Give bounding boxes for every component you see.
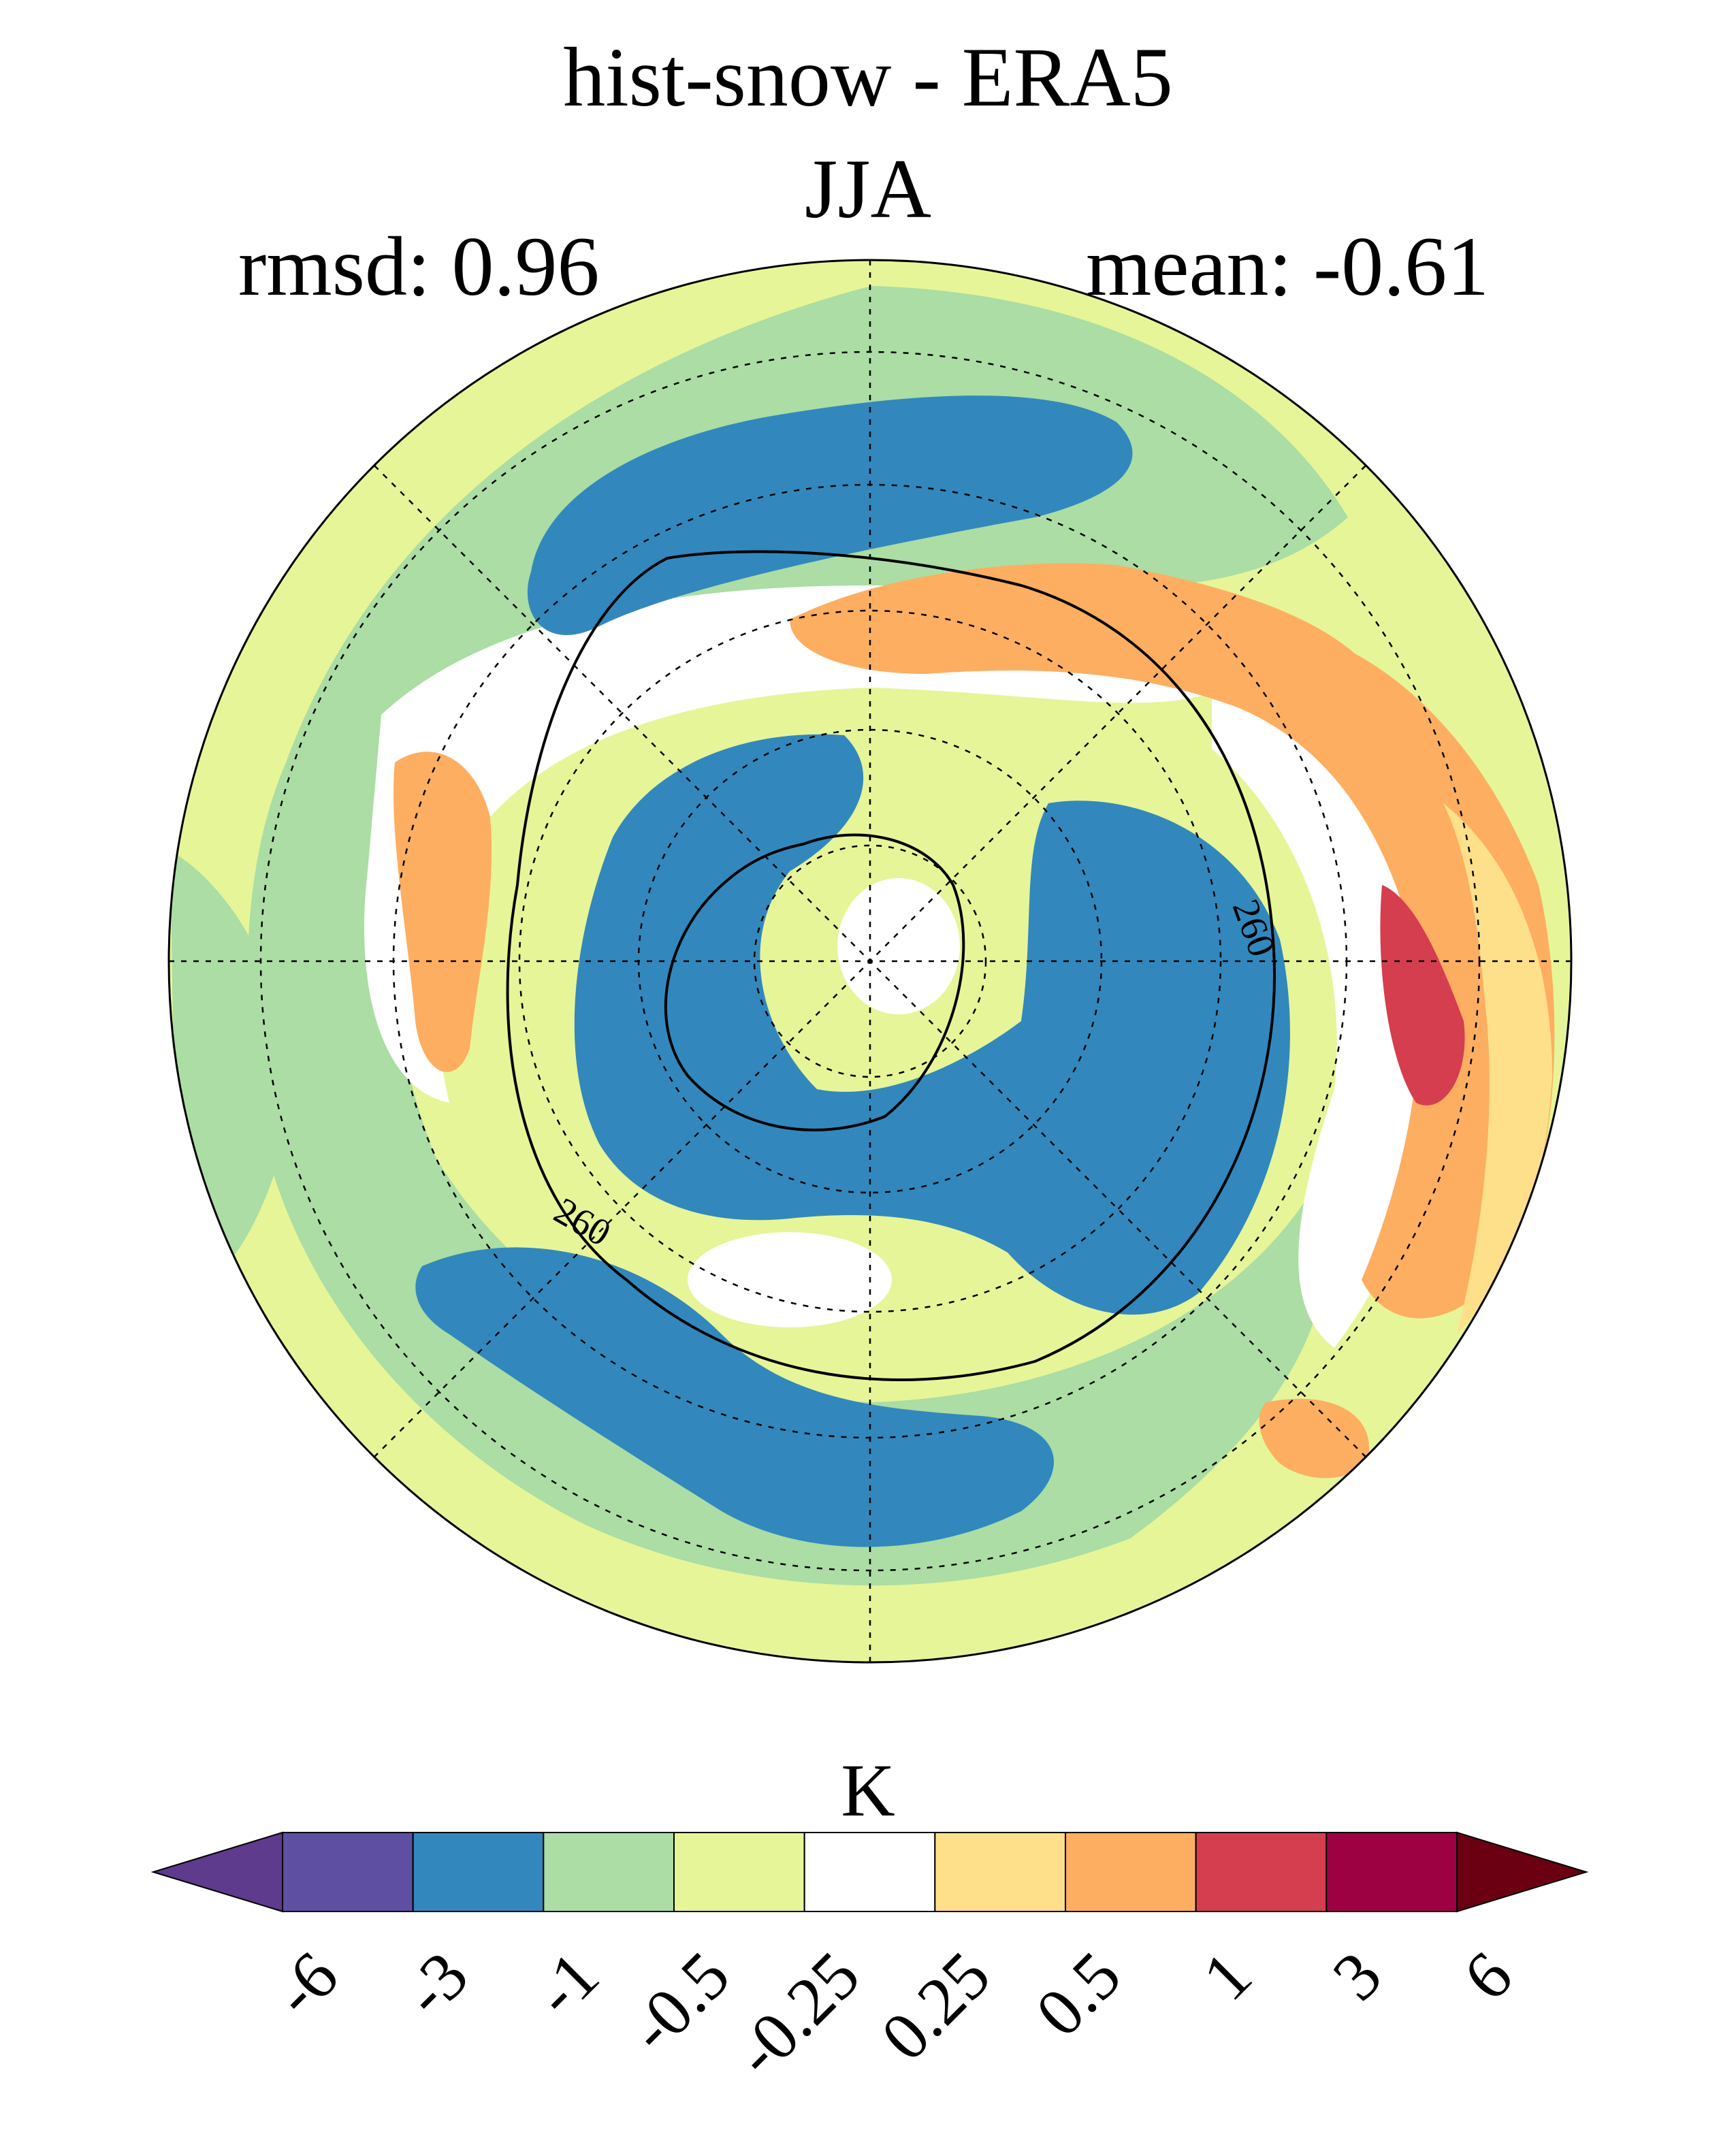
colorbar-box [412,1832,545,1912]
polar-map: 260 260 [167,259,1573,1664]
colorbar-box [1195,1832,1328,1912]
colorbar-unit: K [841,1749,895,1832]
colorbar-box [1065,1832,1197,1912]
colorbar-box [803,1832,936,1912]
field-white-atlantic [688,1232,892,1327]
field-orange-alaska [393,752,492,1072]
contour-260-outer [506,550,1276,1381]
field-white-band [364,585,1239,1103]
map-title: hist-snow - ERA5 [563,31,1173,124]
season-label: JJA [804,142,932,236]
colorbar-box [543,1832,675,1912]
field-light-green [247,286,1348,1586]
field-blue-north [527,396,1133,635]
colorbar-box [673,1832,805,1912]
field-orange-asia [1259,1398,1370,1479]
field-blue-south [415,1247,1054,1547]
colorbar-extend-low [150,1831,283,1913]
colorbar-box [934,1832,1067,1912]
field-yellow-siberia [1443,803,1552,1334]
field-white-pole [837,878,960,1014]
colorbar-box [1325,1832,1458,1912]
rmsd-label: rmsd: 0.96 [238,220,600,313]
field-orange-siberia [790,563,1555,1319]
field-red-siberia [1380,885,1465,1106]
field-blue-center [574,734,1290,1315]
map-boundary [167,259,1573,1664]
colorbar-box [282,1832,414,1912]
mean-label: mean: -0.61 [1086,220,1490,313]
colorbar-extend-high [1456,1831,1589,1913]
